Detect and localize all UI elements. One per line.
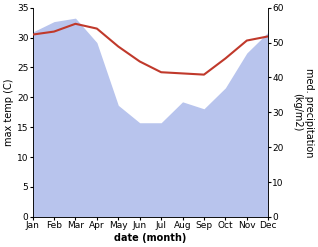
- X-axis label: date (month): date (month): [114, 233, 187, 243]
- Y-axis label: max temp (C): max temp (C): [4, 79, 14, 146]
- Y-axis label: med. precipitation
(kg/m2): med. precipitation (kg/m2): [292, 67, 314, 157]
